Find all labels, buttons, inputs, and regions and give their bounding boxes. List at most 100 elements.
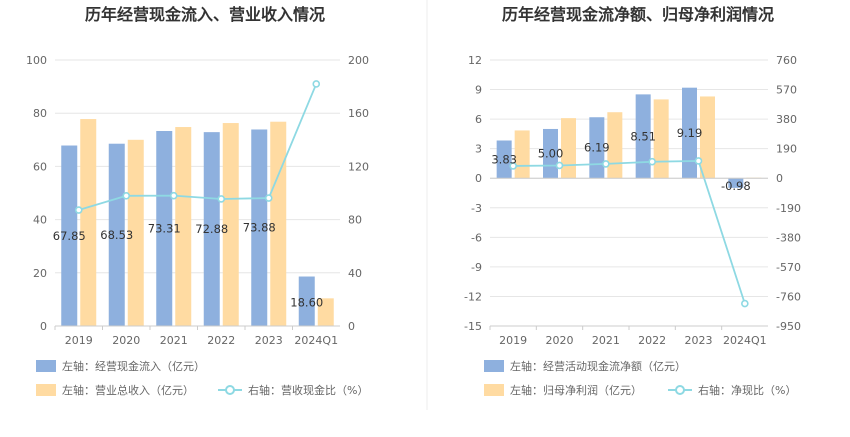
legend-label-net-profit: 左轴：归母净利润（亿元） — [510, 383, 642, 397]
right-axis-tick-label: 570 — [776, 84, 797, 97]
x-axis-tick-label: 2019 — [65, 334, 93, 347]
ratio-line-point — [555, 161, 564, 170]
left-axis-tick-label: 60 — [33, 160, 47, 173]
left-axis-tick-label: -9 — [471, 261, 482, 274]
bar-primary — [298, 276, 315, 326]
right-axis-tick-label: 120 — [348, 160, 369, 173]
bar-data-label: 3.83 — [491, 152, 517, 166]
right-axis-tick-label: -760 — [776, 290, 801, 303]
bar-primary — [108, 143, 125, 326]
x-axis-tick-label: 2022 — [638, 334, 666, 347]
ratio-line-point — [648, 157, 656, 166]
bar-primary — [682, 87, 697, 179]
left-axis-tick-label: 20 — [33, 267, 47, 280]
bar-primary — [589, 117, 605, 179]
x-axis-tick-label: 2020 — [112, 334, 140, 347]
ratio-line-point — [169, 191, 178, 200]
bar-secondary — [317, 298, 334, 326]
x-axis-tick-label: 2021 — [592, 334, 620, 347]
ratio-line — [78, 83, 318, 211]
legend-swatch-bar-secondary — [484, 384, 504, 396]
right-axis-tick-label: 380 — [776, 113, 797, 126]
legend-swatch-bar-primary — [484, 360, 504, 372]
bar-secondary — [175, 127, 192, 326]
right-axis-tick-label: 760 — [776, 54, 797, 67]
bar-primary — [203, 132, 220, 326]
left-axis-tick-label: 9 — [475, 84, 482, 97]
right-axis-tick-label: 190 — [776, 143, 797, 156]
x-axis-tick-label: 2024Q1 — [723, 334, 767, 347]
right-axis-tick-label: -190 — [776, 202, 801, 215]
left-axis-tick-label: 3 — [475, 143, 482, 156]
bar-primary — [635, 94, 651, 179]
chart-left: 历年经营现金流入、营业收入情况 67.85 68.53 73.31 72.88 73.8… — [26, 5, 369, 397]
bar-primary — [61, 145, 78, 326]
ratio-line-point — [264, 194, 273, 202]
bar-data-label: 9.19 — [677, 126, 703, 140]
legend-swatch-bar-primary — [36, 360, 56, 372]
right-axis-tick-label: -570 — [776, 261, 801, 274]
left-axis-tick-label: -12 — [464, 290, 482, 303]
chart-right-title: 历年经营现金流净额、归母净利润情况 — [502, 5, 774, 24]
bar-data-label: 18.60 — [290, 296, 323, 310]
x-axis-tick-label: 2021 — [160, 334, 188, 347]
legend-label-net-cash-flow: 左轴：经营活动现金流净额（亿元） — [510, 359, 686, 373]
bar-primary — [251, 129, 268, 326]
bar-primary — [728, 178, 744, 188]
legend-swatch-line-marker — [225, 385, 235, 395]
right-axis-tick-label: 160 — [348, 107, 369, 120]
x-axis-tick-label: 2019 — [499, 334, 527, 347]
right-axis-tick-label: 200 — [348, 54, 369, 67]
bar-data-label: 68.53 — [100, 228, 133, 242]
ratio-line — [513, 160, 746, 304]
bar-data-label: 6.19 — [584, 141, 610, 155]
legend-label-net-cash-ratio: 右轴：净现比（%） — [698, 383, 796, 397]
bar-secondary — [127, 139, 144, 326]
left-axis-tick-label: 100 — [26, 54, 47, 67]
right-axis-tick-label: 40 — [348, 267, 362, 280]
bar-secondary — [653, 99, 669, 179]
bar-secondary — [270, 121, 287, 326]
legend-label-revenue: 左轴：营业总收入（亿元） — [62, 383, 194, 397]
bar-secondary — [700, 96, 715, 179]
left-axis-tick-label: 0 — [40, 320, 47, 333]
legend-label-cash-inflow: 左轴：经营现金流入（亿元） — [62, 359, 205, 373]
x-axis-tick-label: 2022 — [207, 334, 235, 347]
left-axis-tick-label: -6 — [471, 231, 482, 244]
left-axis-tick-label: 12 — [468, 54, 482, 67]
ratio-line-point — [694, 157, 703, 165]
chart-left-title: 历年经营现金流入、营业收入情况 — [85, 5, 325, 24]
bar-secondary — [607, 112, 623, 179]
bar-primary — [156, 130, 173, 326]
x-axis-tick-label: 2024Q1 — [294, 334, 338, 347]
ratio-line-point — [122, 191, 131, 200]
bar-primary — [496, 140, 512, 179]
legend-swatch-line-marker — [675, 385, 685, 395]
right-axis-tick-label: 0 — [348, 320, 355, 333]
ratio-line-point — [741, 299, 749, 308]
bar-data-label: 73.31 — [148, 221, 181, 235]
ratio-line-point — [602, 160, 610, 168]
ratio-line-point — [74, 206, 83, 214]
left-axis-tick-label: 0 — [475, 172, 482, 185]
legend-swatch-bar-secondary — [36, 384, 56, 396]
ratio-line-point — [217, 195, 226, 203]
bar-secondary — [561, 118, 576, 179]
bar-data-label: 8.51 — [630, 129, 656, 143]
x-axis-tick-label: 2020 — [546, 334, 574, 347]
bar-data-label: 72.88 — [195, 222, 228, 236]
ratio-line-point — [509, 162, 517, 170]
bar-data-label: -0.98 — [721, 179, 751, 193]
chart-right: 历年经营现金流净额、归母净利润情况 3.83 5.00 6.19 8.51 9.19 -0… — [464, 5, 801, 397]
right-axis-tick-label: -380 — [776, 231, 801, 244]
left-axis-tick-label: 40 — [33, 214, 47, 227]
ratio-line-point — [312, 80, 321, 88]
bar-secondary — [222, 123, 239, 327]
bar-data-label: 67.85 — [53, 229, 86, 243]
left-axis-tick-label: -3 — [471, 202, 482, 215]
bar-data-label: 5.00 — [538, 147, 564, 161]
right-axis-tick-label: 0 — [776, 172, 783, 185]
left-axis-tick-label: -15 — [464, 320, 482, 333]
legend-label-cash-ratio: 右轴：营收现金比（%） — [248, 383, 368, 397]
